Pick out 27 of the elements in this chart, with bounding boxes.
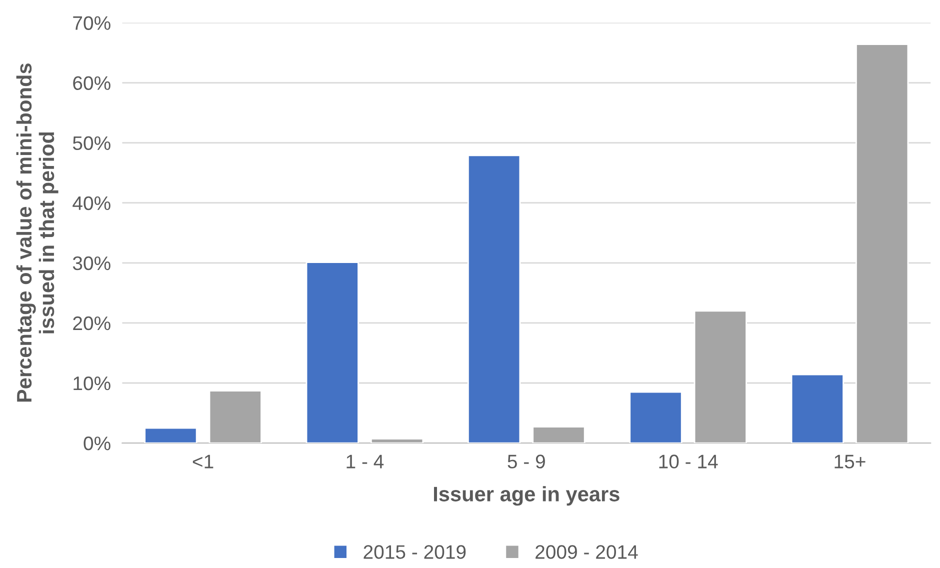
y-axis-title: Percentage of value of mini-bonds issued in that period <box>16 64 58 402</box>
y-tick-label: 30% <box>72 256 110 270</box>
y-tick-label: 60% <box>73 76 110 90</box>
x-tick-label: 10 - 14 <box>659 454 718 468</box>
bar <box>629 391 682 444</box>
bar <box>532 426 586 444</box>
x-tick-label: 15+ <box>834 454 866 468</box>
x-tick-label: 5 - 9 <box>508 454 545 468</box>
y-tick-label: 10% <box>74 376 110 390</box>
x-tick-label: 1 - 4 <box>346 454 384 468</box>
y-tick-label: 50% <box>72 136 110 150</box>
bar <box>208 390 262 444</box>
legend-label: 2015 - 2019 <box>364 545 466 559</box>
bar <box>856 44 909 444</box>
bar <box>306 262 359 444</box>
bar <box>790 374 844 444</box>
bar <box>468 154 521 444</box>
y-tick-label: 40% <box>72 196 110 210</box>
x-tick-label: <1 <box>192 454 214 468</box>
y-tick-label: 20% <box>73 316 110 330</box>
bar <box>144 427 198 444</box>
y-tick-label: 70% <box>73 16 110 30</box>
legend-label: 2009 - 2014 <box>536 545 638 559</box>
bar <box>694 310 747 444</box>
y-tick-label: 0% <box>84 436 110 450</box>
bar <box>370 438 424 444</box>
x-axis-title: Issuer age in years <box>434 486 620 506</box>
